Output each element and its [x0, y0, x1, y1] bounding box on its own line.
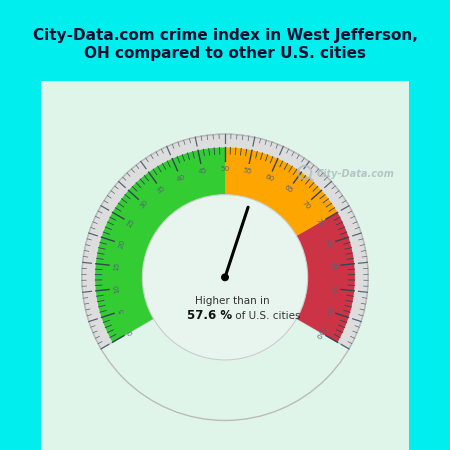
Text: 100: 100 [313, 324, 325, 339]
Text: City-Data.com: City-Data.com [316, 169, 394, 179]
Text: of U.S. cities: of U.S. cities [232, 310, 301, 321]
Text: 90: 90 [329, 284, 336, 293]
Text: 75: 75 [314, 217, 324, 229]
Text: 95: 95 [324, 306, 333, 316]
Circle shape [142, 195, 308, 360]
Text: 85: 85 [329, 261, 336, 271]
Text: 25: 25 [126, 217, 136, 229]
Text: 55: 55 [243, 167, 253, 175]
Text: 35: 35 [156, 184, 167, 195]
Text: 45: 45 [197, 167, 207, 175]
Text: 50: 50 [220, 166, 230, 172]
Circle shape [222, 274, 228, 280]
Text: 5: 5 [118, 308, 126, 314]
Text: 30: 30 [139, 199, 150, 210]
Text: 20: 20 [117, 238, 126, 249]
Text: 60: 60 [264, 174, 274, 183]
Wedge shape [95, 148, 225, 342]
Wedge shape [297, 212, 355, 342]
Text: Higher than in: Higher than in [195, 296, 270, 306]
Text: 15: 15 [114, 261, 121, 271]
Wedge shape [225, 148, 338, 236]
Text: 70: 70 [300, 199, 311, 210]
Text: 0: 0 [127, 328, 135, 335]
Text: City-Data.com crime index in West Jefferson,
OH compared to other U.S. cities: City-Data.com crime index in West Jeffer… [32, 28, 418, 61]
Text: 40: 40 [176, 174, 186, 183]
Text: 65: 65 [283, 184, 294, 195]
Wedge shape [82, 134, 368, 349]
Text: 80: 80 [324, 238, 333, 249]
Text: 57.6 %: 57.6 % [187, 309, 232, 322]
Text: 10: 10 [114, 284, 121, 293]
